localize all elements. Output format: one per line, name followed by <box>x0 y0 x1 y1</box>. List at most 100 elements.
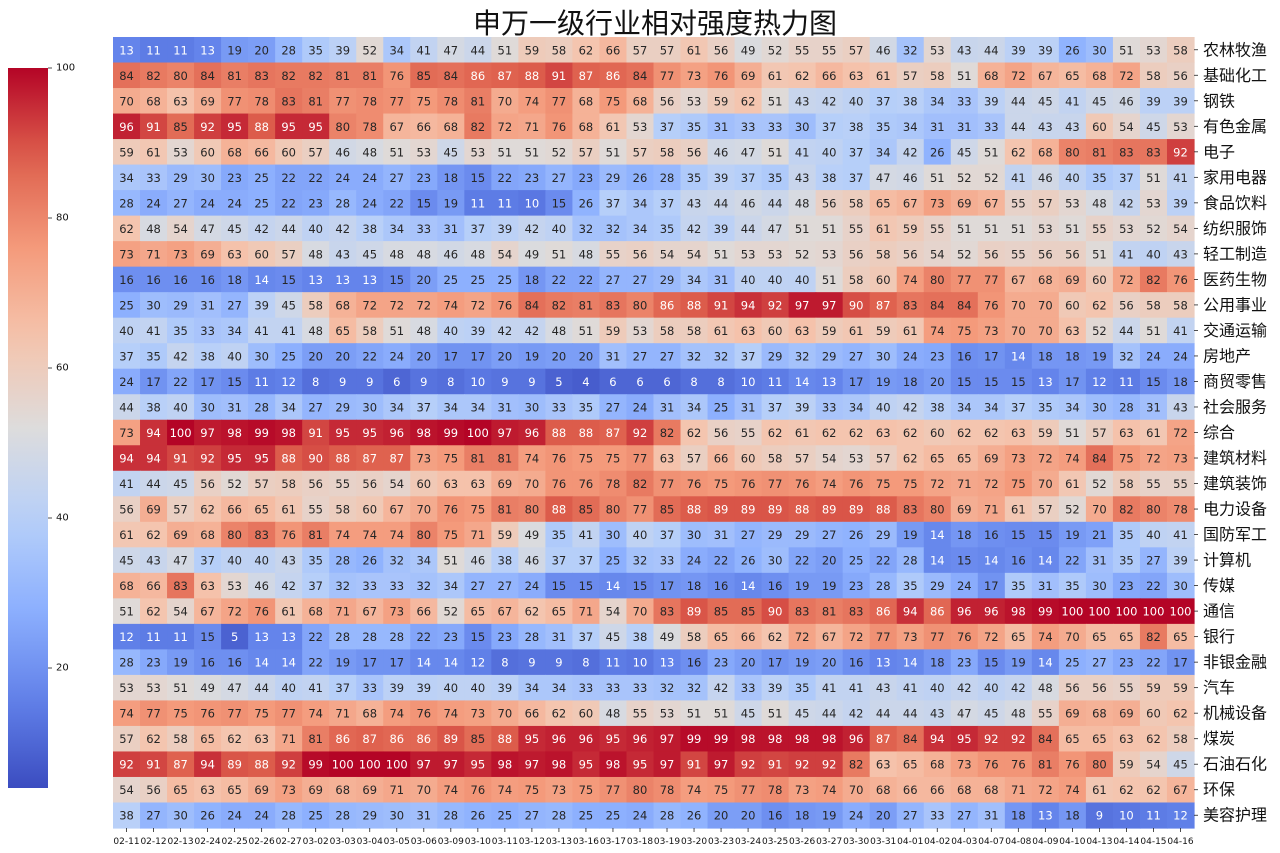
cell-value-label: 56 <box>119 503 134 517</box>
cell-value-label: 90 <box>308 452 323 466</box>
cell-value-label: 17 <box>1173 656 1188 670</box>
cell-value-label: 23 <box>146 656 161 670</box>
cell-value-label: 89 <box>741 503 756 517</box>
cell-value-label: 68 <box>930 758 945 772</box>
cell-value-label: 56 <box>362 477 377 491</box>
heatmap-cell <box>1058 139 1087 166</box>
cell-value-label: 27 <box>606 400 621 414</box>
cell-value-label: 6 <box>663 375 670 389</box>
cell-value-label: 69 <box>173 528 188 542</box>
cell-value-label: 99 <box>254 426 269 440</box>
cell-value-label: 62 <box>957 426 972 440</box>
cell-value-label: 47 <box>957 707 972 721</box>
heatmap-cell <box>1004 190 1033 217</box>
cell-value-label: 12 <box>119 630 134 644</box>
cell-value-label: 81 <box>1038 758 1053 772</box>
cell-value-label: 32 <box>1119 349 1134 363</box>
heatmap-cell <box>707 113 736 140</box>
cell-value-label: 16 <box>849 656 864 670</box>
x-tick-label: 03-06 <box>411 837 437 847</box>
cell-value-label: 73 <box>416 452 431 466</box>
heatmap-cell <box>356 164 384 191</box>
cell-value-label: 37 <box>308 579 323 593</box>
cell-value-label: 68 <box>227 145 242 159</box>
cell-value-label: 84 <box>633 69 648 83</box>
cell-value-label: 13 <box>822 375 837 389</box>
cell-value-label: 82 <box>552 298 567 312</box>
cell-value-label: 70 <box>416 503 431 517</box>
cell-value-label: 57 <box>579 145 594 159</box>
cell-value-label: 73 <box>119 247 134 261</box>
heatmap-cell <box>1085 190 1114 217</box>
cell-value-label: 40 <box>930 681 945 695</box>
heatmap-cell <box>1085 62 1114 89</box>
cell-value-label: 27 <box>1092 656 1107 670</box>
heatmap-cell <box>167 190 195 217</box>
cell-value-label: 29 <box>660 273 675 287</box>
cell-value-label: 24 <box>119 375 134 389</box>
cell-value-label: 44 <box>1119 324 1134 338</box>
cell-value-label: 72 <box>362 298 377 312</box>
cell-value-label: 92 <box>200 120 215 134</box>
cell-value-label: 23 <box>525 171 540 185</box>
cell-value-label: 44 <box>1011 120 1026 134</box>
heatmap-cell <box>653 88 682 115</box>
heatmap-cell <box>518 292 546 319</box>
heatmap-cell <box>761 190 790 217</box>
cell-value-label: 45 <box>741 707 756 721</box>
cell-value-label: 63 <box>471 477 486 491</box>
cell-value-label: 71 <box>146 247 161 261</box>
cell-value-label: 60 <box>362 503 377 517</box>
cell-value-label: 70 <box>633 605 648 619</box>
cell-value-label: 22 <box>1146 656 1161 670</box>
cell-value-label: 75 <box>606 94 621 108</box>
cell-value-label: 32 <box>633 554 648 568</box>
cell-value-label: 22 <box>579 273 594 287</box>
heatmap-cell <box>329 317 357 344</box>
cell-value-label: 80 <box>1065 145 1080 159</box>
heatmap-cell <box>1085 292 1114 319</box>
cell-value-label: 61 <box>281 503 296 517</box>
cell-value-label: 95 <box>308 120 323 134</box>
heatmap-cell <box>1058 317 1087 344</box>
cell-value-label: 77 <box>633 452 648 466</box>
heatmap-cell <box>113 343 141 370</box>
heatmap-cell <box>788 343 817 370</box>
heatmap-cell <box>680 292 709 319</box>
cell-value-label: 16 <box>119 273 134 287</box>
cell-value-label: 47 <box>227 681 242 695</box>
cell-value-label: 44 <box>254 681 269 695</box>
heatmap-cell <box>464 190 492 217</box>
x-tick-label: 04-13 <box>1086 837 1112 847</box>
cell-value-label: 56 <box>903 247 918 261</box>
cell-value-label: 30 <box>876 349 891 363</box>
cell-value-label: 39 <box>1146 94 1161 108</box>
heatmap-cell <box>788 419 817 446</box>
heatmap-cell <box>950 419 979 446</box>
cell-value-label: 32 <box>795 349 810 363</box>
cell-value-label: 39 <box>1011 43 1026 57</box>
cell-value-label: 15 <box>552 196 567 210</box>
cell-value-label: 56 <box>146 783 161 797</box>
cell-value-label: 37 <box>119 349 134 363</box>
cell-value-label: 69 <box>957 503 972 517</box>
y-tick-label: 非银金融 <box>1203 653 1267 672</box>
cell-value-label: 17 <box>389 656 404 670</box>
cell-value-label: 17 <box>849 375 864 389</box>
cell-value-label: 72 <box>795 630 810 644</box>
heatmap-cell <box>518 62 546 89</box>
heatmap-cell <box>329 445 357 472</box>
heatmap-cell <box>194 317 222 344</box>
heatmap-cell <box>167 62 195 89</box>
cell-value-label: 19 <box>173 656 188 670</box>
cell-value-label: 59 <box>498 528 513 542</box>
cell-value-label: 16 <box>714 579 729 593</box>
cell-value-label: 25 <box>498 273 513 287</box>
cell-value-label: 86 <box>930 605 945 619</box>
cell-value-label: 60 <box>930 426 945 440</box>
cell-value-label: 37 <box>335 681 350 695</box>
heatmap-cell <box>1139 241 1168 268</box>
cell-value-label: 69 <box>984 452 999 466</box>
heatmap-cell <box>545 292 574 319</box>
cell-value-label: 39 <box>1173 196 1188 210</box>
